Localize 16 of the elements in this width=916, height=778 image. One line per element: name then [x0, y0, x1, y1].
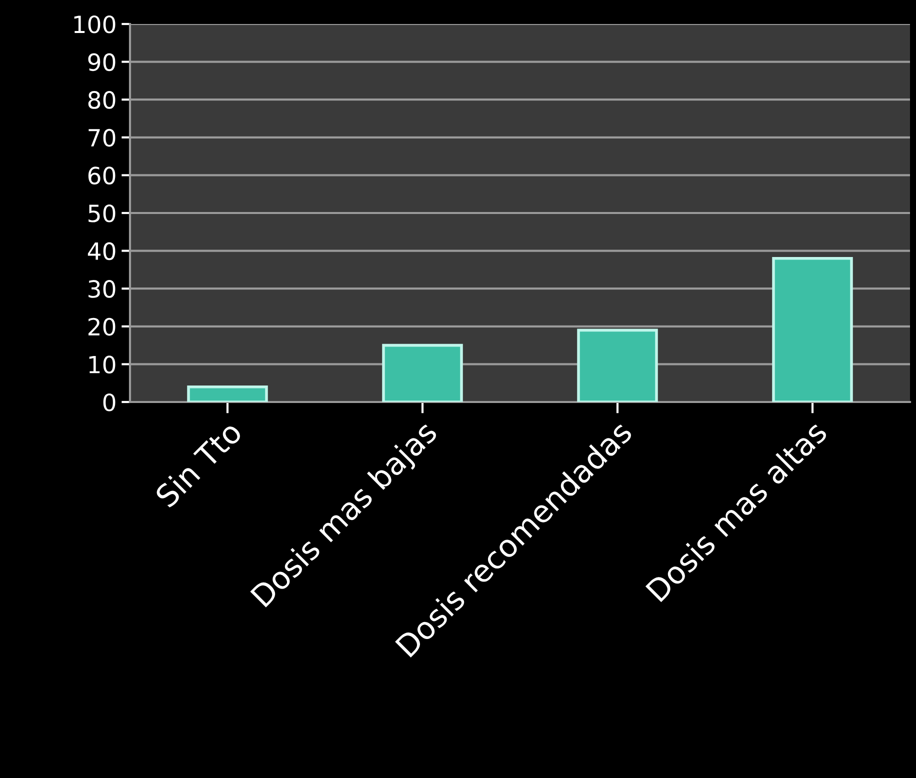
bar [187, 385, 268, 402]
y-tick-label: 50 [88, 204, 116, 222]
bar [577, 328, 658, 402]
y-tick-label: 80 [88, 91, 116, 109]
y-tick-label: 0 [103, 393, 116, 412]
y-tick-label: 70 [88, 128, 116, 147]
y-tick-label: 40 [88, 242, 116, 260]
y-tick-label: 20 [88, 318, 116, 336]
bar [772, 256, 853, 402]
bar [382, 344, 463, 402]
y-tick-label: 10 [89, 356, 116, 374]
y-tick-label: 90 [88, 53, 116, 72]
y-tick-label: 30 [88, 280, 116, 298]
x-tick-label: Sin Tto [154, 419, 244, 508]
y-tick-label: 100 [74, 15, 116, 34]
y-tick-label: 60 [88, 166, 116, 185]
